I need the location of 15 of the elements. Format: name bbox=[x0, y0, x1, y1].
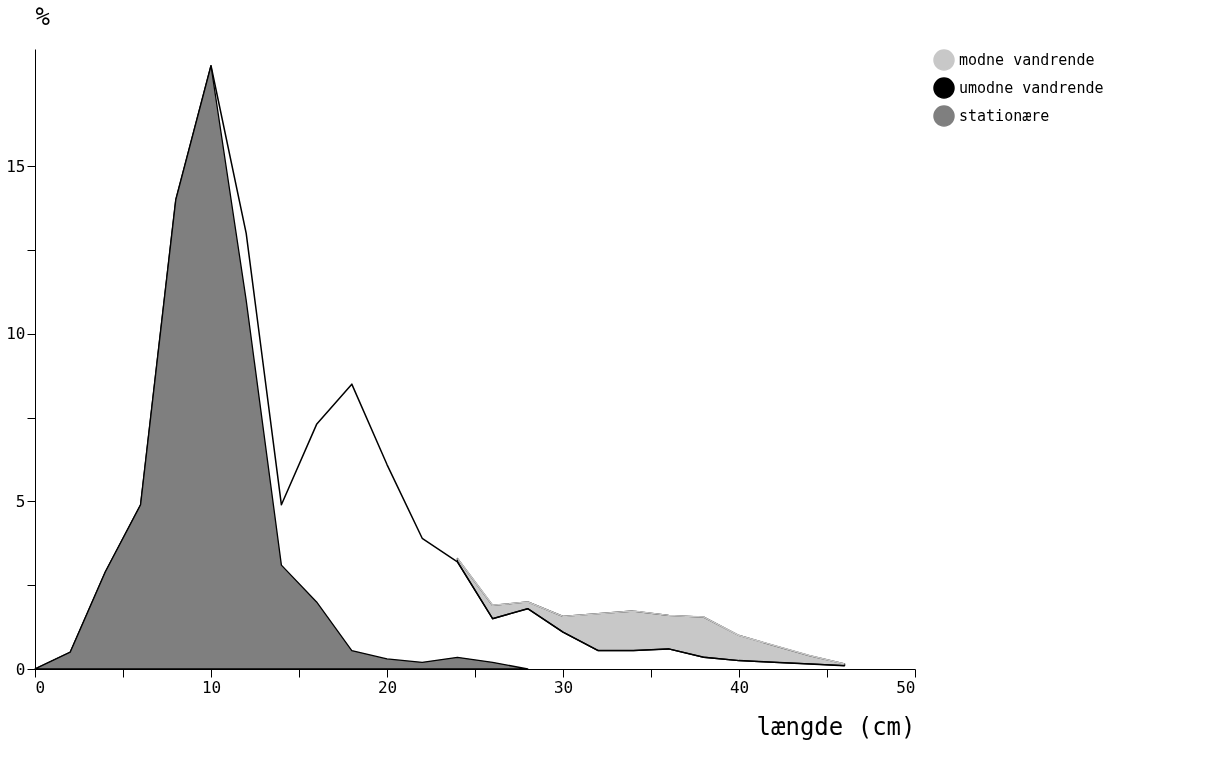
y-tick-label: 5 bbox=[15, 491, 26, 511]
y-axis-title: % bbox=[35, 2, 51, 31]
legend-label: stationære bbox=[959, 107, 1050, 125]
y-tick-label: 10 bbox=[6, 324, 26, 344]
x-tick-label: 30 bbox=[553, 677, 574, 697]
x-tick-label: 10 bbox=[201, 677, 222, 697]
legend-label: umodne vandrende bbox=[959, 79, 1104, 97]
x-axis-title: længde (cm) bbox=[756, 712, 916, 741]
x-tick-label: 50 bbox=[896, 677, 916, 697]
x-tick-label: 20 bbox=[377, 677, 398, 697]
x-tick-label: 0 bbox=[35, 677, 46, 697]
x-tick-label: 40 bbox=[729, 677, 750, 697]
legend-label: modne vandrende bbox=[959, 51, 1095, 69]
y-tick-label: 0 bbox=[15, 659, 26, 679]
y-tick-label: 15 bbox=[6, 156, 26, 176]
